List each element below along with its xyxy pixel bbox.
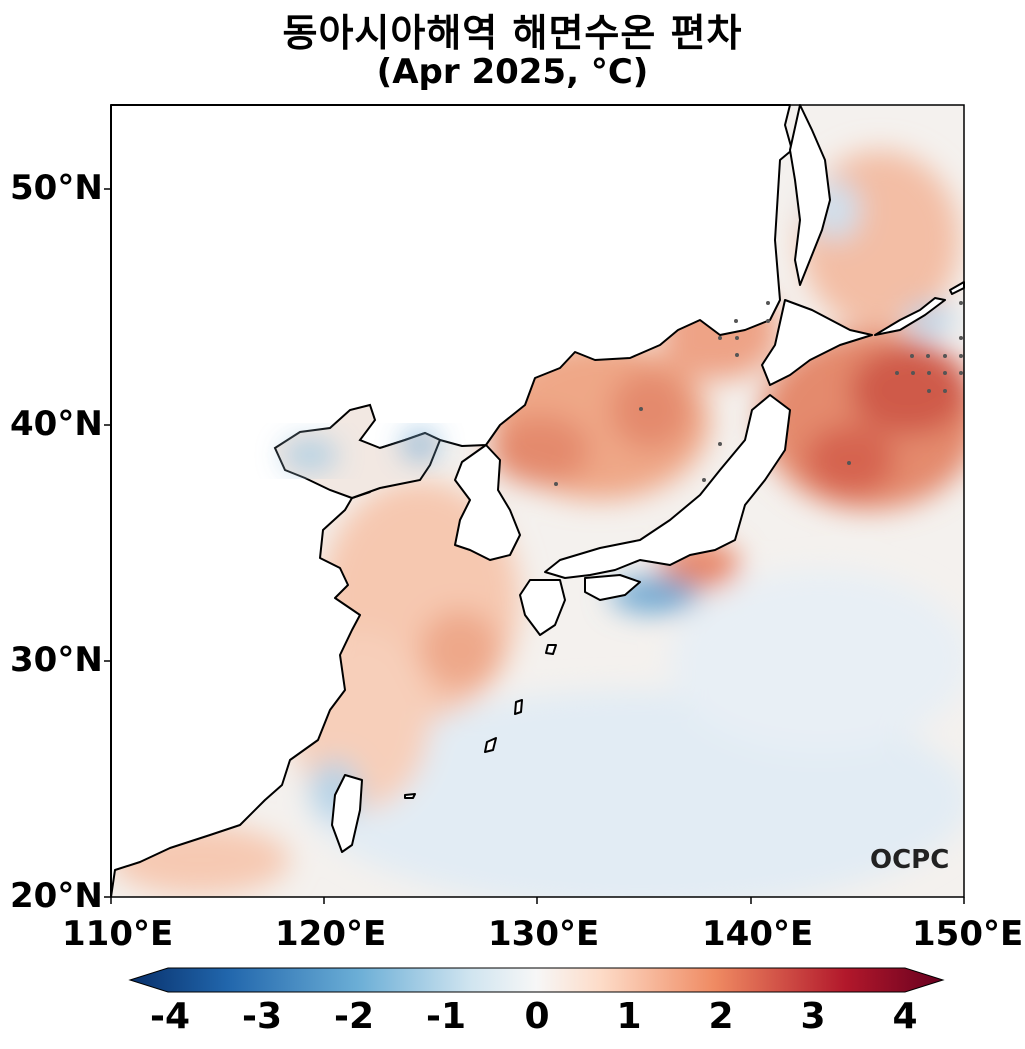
shikoku (584, 574, 641, 601)
honshu (544, 394, 791, 579)
colorbar-tick: -1 (426, 996, 466, 1037)
hokkaido (761, 299, 873, 386)
colorbar-ramp (128, 967, 945, 993)
kyushu (519, 579, 566, 636)
lat-label-20n: 20°N (10, 876, 103, 916)
colorbar-tick: 0 (524, 996, 550, 1037)
lat-label-40n: 40°N (10, 404, 103, 444)
colorbar-tick: 2 (708, 996, 734, 1037)
lon-label-140e: 140°E (702, 914, 814, 954)
significance-dots (554, 301, 963, 486)
colorbar (128, 967, 945, 993)
colorbar-tick: 1 (616, 996, 642, 1037)
lat-label-50n: 50°N (10, 168, 103, 208)
anomaly-field (111, 150, 964, 897)
colorbar-tick: -4 (150, 996, 190, 1037)
land-masses (110, 104, 965, 898)
lon-label-120e: 120°E (275, 914, 387, 954)
colorbar-tick: 3 (800, 996, 826, 1037)
lat-label-30n: 30°N (10, 640, 103, 680)
colorbar-tick: -3 (242, 996, 282, 1037)
lon-label-130e: 130°E (488, 914, 600, 954)
map-title: 동아시아해역 해면수온 편차 (282, 11, 743, 55)
axis-ticks (104, 188, 965, 904)
sakhalin (789, 104, 831, 286)
lon-label-150e: 150°E (912, 914, 1024, 954)
korean-peninsula (454, 444, 521, 561)
colorbar-tick: 4 (892, 996, 918, 1037)
ocpc-logo: OCPC (870, 845, 950, 875)
colorbar-tick: -2 (334, 996, 374, 1037)
map-subtitle: (Apr 2025, °C) (376, 52, 649, 92)
taiwan (331, 774, 363, 853)
lon-label-110e: 110°E (62, 914, 174, 954)
